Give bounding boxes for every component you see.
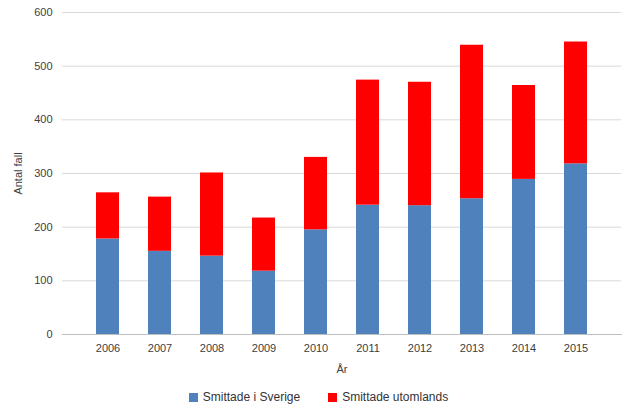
svg-text:2010: 2010 — [304, 342, 328, 354]
svg-text:600: 600 — [34, 6, 52, 18]
svg-text:2008: 2008 — [200, 342, 224, 354]
svg-text:2007: 2007 — [148, 342, 172, 354]
html-text:Smittade i Sverige: Smittade i Sverige — [202, 390, 301, 404]
svg-text:2015: 2015 — [564, 342, 588, 354]
svg-text:500: 500 — [34, 60, 52, 72]
svg-text:2014: 2014 — [512, 342, 536, 354]
svg-text:Antal fall: Antal fall — [12, 152, 24, 194]
html-text:Smittade utomlands: Smittade utomlands — [342, 390, 449, 404]
svg-text:År: År — [337, 363, 348, 375]
svg-text:200: 200 — [34, 221, 52, 233]
svg-text:2006: 2006 — [96, 342, 120, 354]
svg-text:2011: 2011 — [356, 342, 380, 354]
svg-text:2013: 2013 — [460, 342, 484, 354]
svg-text:100: 100 — [34, 274, 52, 286]
svg-text:0: 0 — [46, 328, 52, 340]
svg-text:2012: 2012 — [408, 342, 432, 354]
svg-text:400: 400 — [34, 113, 52, 125]
svg-text:2009: 2009 — [252, 342, 276, 354]
svg-text:300: 300 — [34, 167, 52, 179]
